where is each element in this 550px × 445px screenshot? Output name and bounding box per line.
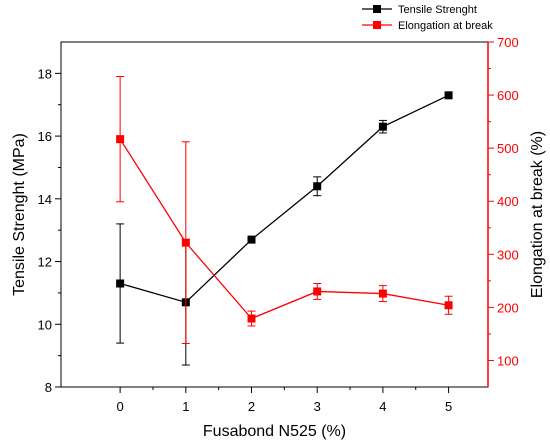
left-y-axis: 8 10 12 14 16 18 — [38, 66, 61, 395]
x-tick-label: 3 — [314, 399, 321, 414]
right-y-tick-label: 700 — [497, 35, 519, 50]
right-y-tick-label: 200 — [497, 300, 519, 315]
data-point — [444, 91, 453, 100]
left-y-tick-label: 14 — [38, 192, 52, 207]
data-point — [247, 314, 256, 323]
x-tick-label: 5 — [445, 399, 452, 414]
right-y-tick-label: 400 — [497, 194, 519, 209]
series-elongation-at-break — [116, 76, 453, 344]
data-point — [116, 279, 125, 288]
left-y-tick-label: 16 — [38, 129, 52, 144]
data-point — [313, 182, 322, 191]
right-y-tick-label: 500 — [497, 141, 519, 156]
legend-label: Tensile Strenght — [398, 4, 477, 16]
data-point — [181, 238, 190, 247]
legend-label: Elongation at break — [398, 20, 493, 32]
x-axis: 0 1 2 3 4 5 — [117, 387, 452, 414]
right-y-axis-label: Elongation at break (%) — [529, 131, 546, 298]
right-y-axis: 100 200 300 400 500 600 700 — [488, 35, 519, 368]
x-tick-label: 0 — [117, 399, 124, 414]
series-tensile-strength — [116, 91, 453, 366]
data-point — [378, 289, 387, 298]
legend-marker — [373, 5, 381, 13]
right-y-tick-label: 300 — [497, 247, 519, 262]
right-y-tick-label: 600 — [497, 88, 519, 103]
left-y-tick-label: 12 — [38, 255, 52, 270]
left-y-axis-label: Tensile Strenght (MPa) — [11, 133, 28, 296]
series-line — [119, 138, 449, 320]
data-point — [247, 235, 256, 244]
x-tick-label: 4 — [379, 399, 386, 414]
series-layer — [116, 76, 453, 366]
x-tick-label: 1 — [182, 399, 189, 414]
left-y-tick-label: 10 — [38, 317, 52, 332]
legend-marker — [373, 21, 381, 29]
x-axis-label: Fusabond N525 (%) — [203, 423, 346, 440]
x-tick-label: 2 — [248, 399, 255, 414]
left-y-tick-label: 18 — [38, 66, 52, 81]
chart-legend: Tensile Strenght Elongation at break — [362, 4, 493, 32]
series-line — [119, 94, 449, 304]
right-y-tick-label: 100 — [497, 353, 519, 368]
data-point — [378, 122, 387, 131]
legend-entry: Tensile Strenght — [362, 4, 477, 16]
data-point — [444, 301, 453, 310]
legend-entry: Elongation at break — [362, 20, 493, 32]
data-point — [116, 135, 125, 144]
data-point — [313, 287, 322, 296]
left-y-tick-label: 8 — [45, 380, 52, 395]
plot-area-frame — [60, 41, 489, 388]
